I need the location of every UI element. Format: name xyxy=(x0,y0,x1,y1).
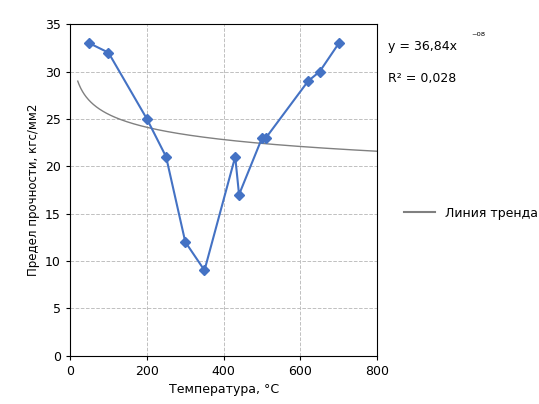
X-axis label: Температура, °С: Температура, °С xyxy=(169,383,279,396)
Text: y = 36,84x: y = 36,84x xyxy=(388,40,457,53)
Y-axis label: Предел прочности, кгс/мм2: Предел прочности, кгс/мм2 xyxy=(26,104,39,276)
Legend: Линия тренда: Линия тренда xyxy=(399,202,539,225)
Text: ⁻⁰⁸: ⁻⁰⁸ xyxy=(472,32,486,42)
Text: R² = 0,028: R² = 0,028 xyxy=(388,72,457,85)
